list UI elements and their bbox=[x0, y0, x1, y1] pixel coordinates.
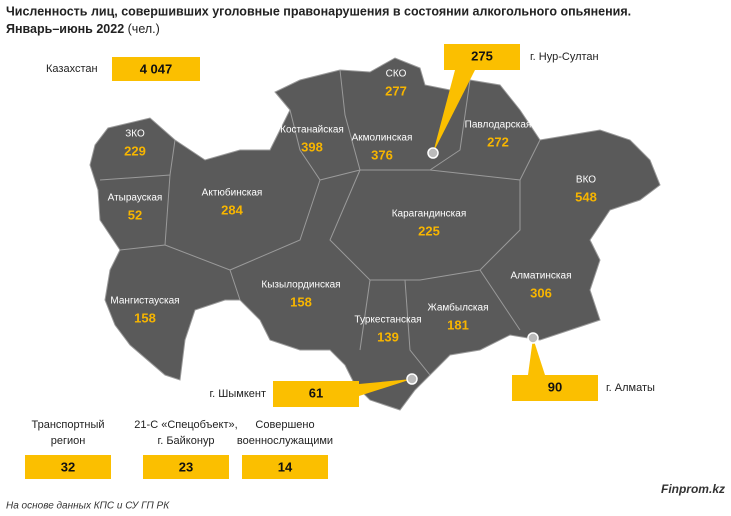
region-name: ВКО bbox=[576, 175, 596, 186]
region-value: 225 bbox=[418, 223, 440, 238]
region-value: 306 bbox=[530, 285, 552, 300]
other-value: 23 bbox=[179, 459, 193, 474]
region-name: Акмолинская bbox=[352, 133, 413, 144]
unit: (чел.) bbox=[128, 22, 160, 36]
region-name: ЗКО bbox=[125, 129, 145, 140]
region-value: 398 bbox=[301, 139, 323, 154]
callout-pointer bbox=[359, 379, 412, 396]
other-caption: Транспортный bbox=[31, 419, 104, 431]
region-name: Атырауская bbox=[108, 193, 163, 204]
region-value: 158 bbox=[134, 310, 156, 325]
region-name: Кызылординская bbox=[261, 280, 340, 291]
region-value: 277 bbox=[385, 83, 407, 98]
city-value: 275 bbox=[471, 48, 493, 63]
city-box bbox=[444, 44, 520, 70]
region-value: 181 bbox=[447, 317, 469, 332]
subtitle: Январь–июнь 2022 (чел.) bbox=[6, 22, 160, 36]
other-value: 14 bbox=[278, 459, 293, 474]
city-name: г. Нур-Султан bbox=[530, 51, 599, 63]
region-name: СКО bbox=[386, 69, 407, 80]
source: На основе данных КПС и СУ ГП РК bbox=[6, 501, 170, 512]
city-value: 90 bbox=[548, 379, 562, 394]
callout-pointer bbox=[433, 70, 475, 153]
region-borders bbox=[99, 69, 541, 376]
region-value: 229 bbox=[124, 143, 146, 158]
city-value: 61 bbox=[309, 385, 323, 400]
region-value: 158 bbox=[290, 294, 312, 309]
country-map bbox=[89, 57, 661, 411]
region-name: Туркестанская bbox=[354, 315, 421, 326]
region-value: 548 bbox=[575, 189, 597, 204]
other-caption: военнослужащими bbox=[237, 435, 333, 447]
total-label: Казахстан bbox=[46, 63, 98, 75]
other-box bbox=[143, 455, 229, 479]
brand: Finprom.kz bbox=[661, 482, 725, 496]
other-caption: регион bbox=[51, 435, 86, 447]
other-caption: Совершено bbox=[255, 419, 314, 431]
other-caption: 21-С «Спецобъект», bbox=[134, 419, 237, 431]
city-dot bbox=[406, 373, 418, 385]
callout-pointer bbox=[528, 338, 545, 375]
region-value: 139 bbox=[377, 329, 399, 344]
other-caption: г. Байконур bbox=[158, 435, 215, 447]
region-name: Жамбылская bbox=[428, 302, 489, 314]
city-name: г. Шымкент bbox=[210, 388, 267, 400]
title: Численность лиц, совершивших уголовные п… bbox=[6, 4, 631, 18]
total-value: 4 047 bbox=[140, 61, 173, 76]
period: Январь–июнь 2022 bbox=[6, 22, 124, 36]
other-box bbox=[242, 455, 328, 479]
region-name: Актюбинская bbox=[202, 187, 263, 199]
total-box bbox=[112, 57, 200, 81]
region-name: Костанайская bbox=[280, 125, 344, 136]
city-dot bbox=[527, 332, 539, 344]
region-name: Павлодарская bbox=[465, 120, 532, 131]
region-value: 376 bbox=[371, 147, 393, 162]
other-box bbox=[25, 455, 111, 479]
city-box bbox=[273, 381, 359, 407]
region-name: Карагандинская bbox=[392, 209, 467, 220]
other-value: 32 bbox=[61, 459, 75, 474]
region-value: 52 bbox=[128, 207, 142, 222]
city-name: г. Алматы bbox=[606, 382, 655, 394]
region-value: 272 bbox=[487, 134, 509, 149]
city-dot bbox=[427, 147, 439, 159]
city-box bbox=[512, 375, 598, 401]
labels: Казахстан 4 047 СКО 277 Костанайская 398 Акмол… bbox=[25, 44, 655, 479]
region-name: Мангистауская bbox=[110, 296, 179, 307]
region-value: 284 bbox=[221, 202, 243, 217]
region-name: Алматинская bbox=[511, 271, 572, 282]
